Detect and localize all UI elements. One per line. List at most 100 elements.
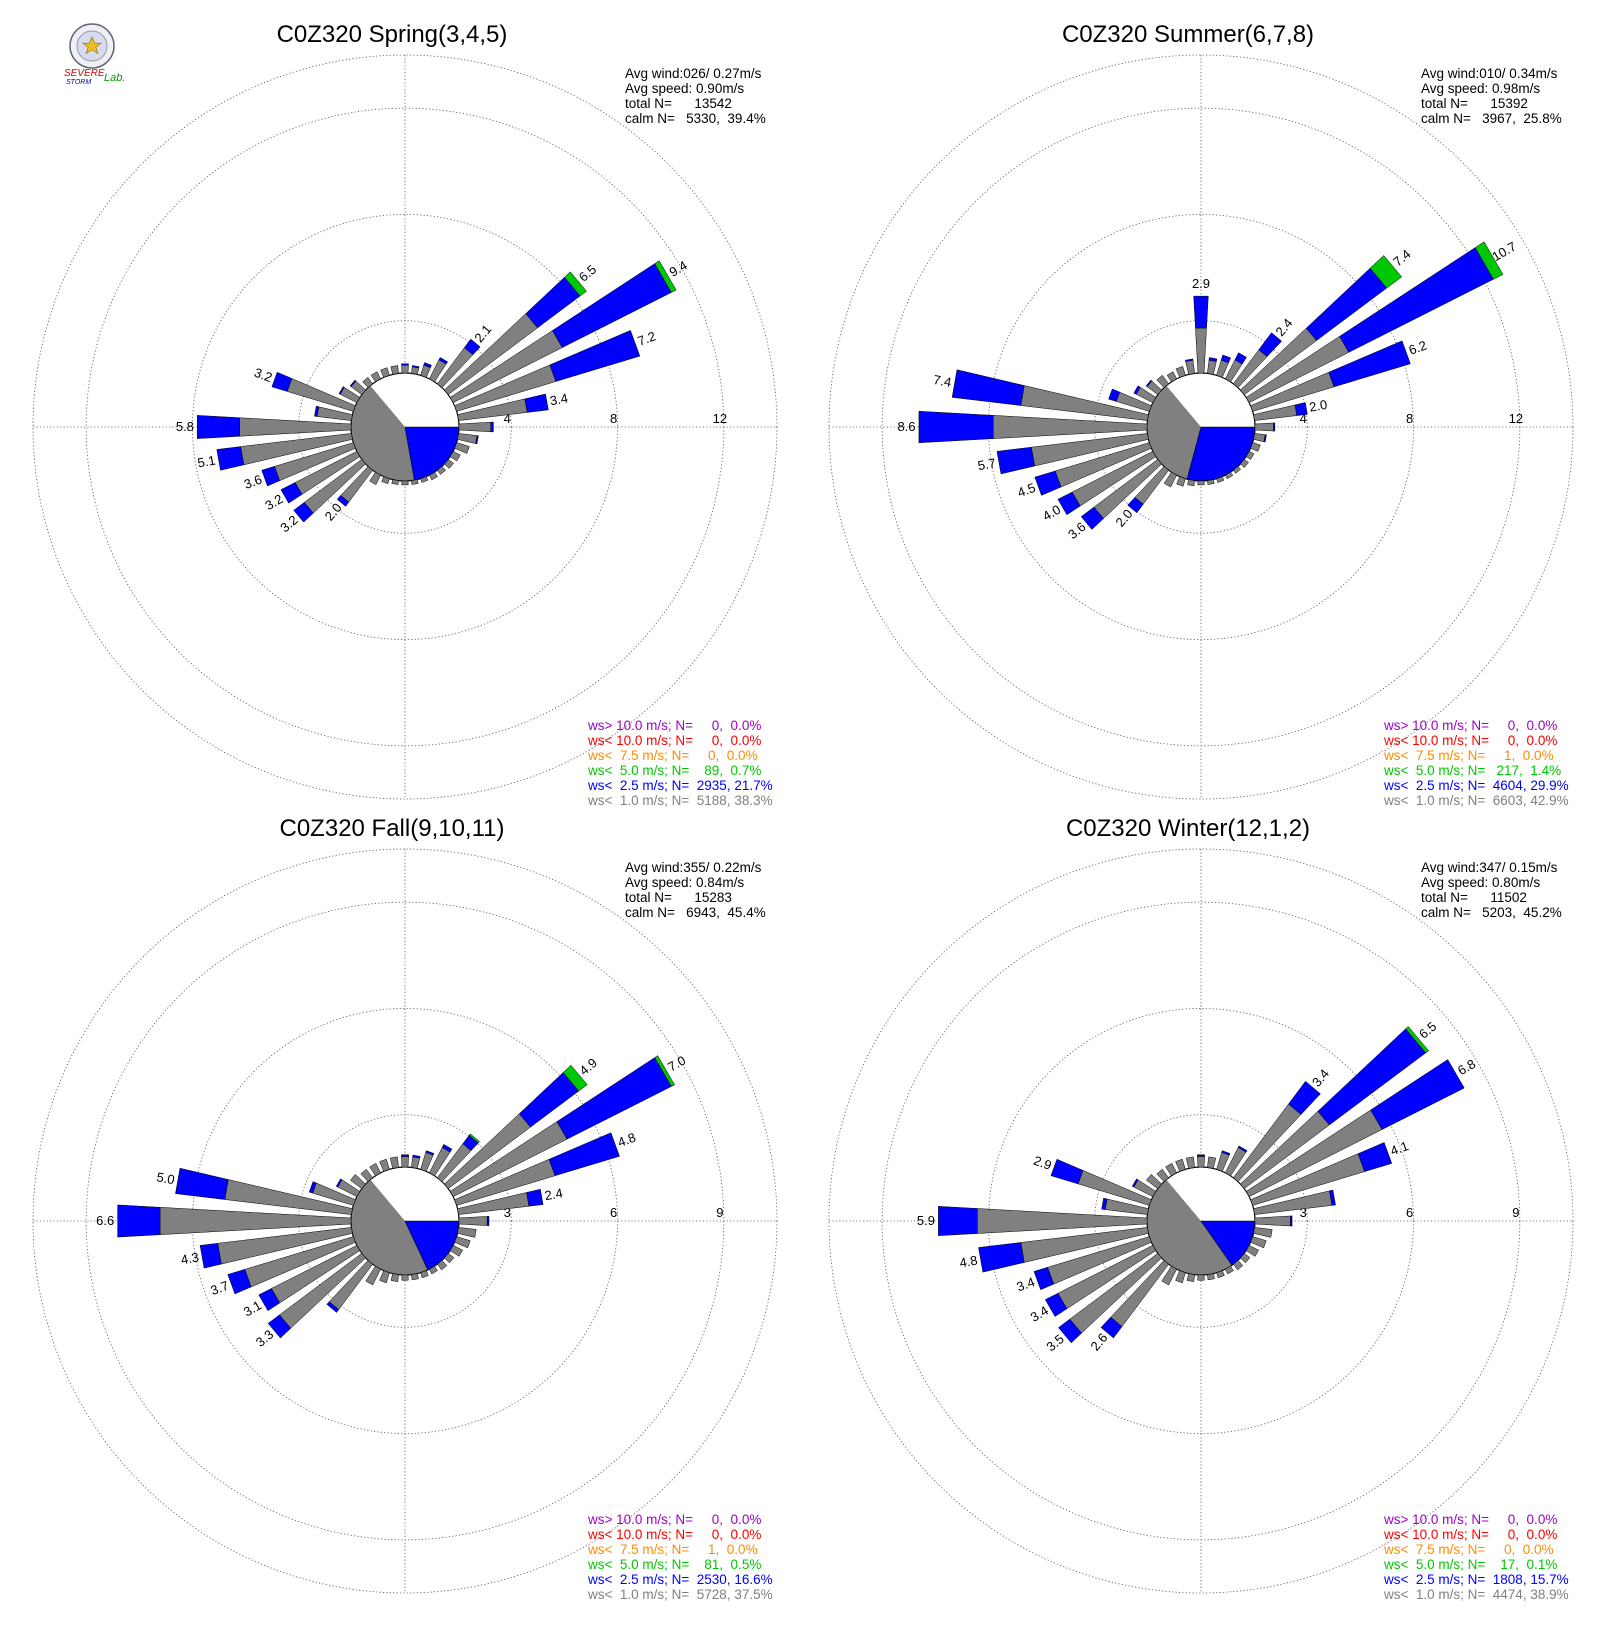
- bar-dir-200: [381, 476, 390, 485]
- bar-dir-270: 5.8: [176, 415, 352, 439]
- bar-label: 7.2: [636, 328, 658, 348]
- legend-lt10: ws< 10.0 m/s; N= 0, 0.0%: [587, 733, 761, 748]
- bar-dir-150: [1225, 471, 1234, 480]
- bar-segment: [117, 1204, 161, 1238]
- bar-segment: [389, 1156, 399, 1169]
- bar-segment: [1253, 433, 1266, 443]
- bar-label: 2.9: [1032, 1153, 1054, 1173]
- bar-segment: [350, 1173, 366, 1189]
- bar-dir-20: [1216, 354, 1231, 378]
- bar-label: 4.5: [1015, 480, 1037, 500]
- bar-dir-290: 3.2: [252, 365, 356, 412]
- bar-dir-10: [1207, 1156, 1217, 1169]
- bar-segment: [564, 271, 587, 297]
- bar-segment: [437, 1260, 448, 1271]
- bar-segment: [390, 1273, 399, 1282]
- bar-segment: [475, 435, 479, 445]
- bar-dir-260: 5.1: [196, 433, 353, 471]
- bar-segment: [548, 1132, 620, 1177]
- bar-dir-270: 5.9: [917, 1206, 1148, 1236]
- bar-label: 2.0: [322, 500, 345, 523]
- bar-label: 3.4: [1015, 1274, 1037, 1294]
- stat-avg-speed: Avg speed: 0.90m/s: [625, 81, 744, 96]
- bar-segment: [1207, 359, 1217, 375]
- bar-segment: [444, 459, 454, 469]
- bar-dir-310: [1145, 379, 1162, 395]
- bar-dir-140: [437, 466, 446, 475]
- bar-dir-120: [1245, 1245, 1260, 1257]
- bar-dir-300: [1131, 1178, 1157, 1197]
- bar-segment: [1197, 480, 1205, 486]
- bar-segment: [335, 1178, 343, 1188]
- bar-segment: [1127, 497, 1144, 514]
- bar-dir-100: [457, 433, 479, 445]
- panel-spring: C0Z320 Spring(3,4,5) Avg wind:026/ 0.27m…: [32, 21, 778, 808]
- bar-dir-130: [1240, 459, 1249, 468]
- bar-dir-320: [360, 1168, 373, 1182]
- bar-dir-80: 2.4: [457, 1185, 564, 1215]
- bar-segment: [486, 1216, 490, 1226]
- bar-segment: [420, 476, 429, 483]
- bar-dir-220: [326, 1260, 373, 1313]
- bar-dir-240: 3.1: [241, 1245, 361, 1319]
- ring-label: 4: [1300, 411, 1307, 426]
- panel-fall: C0Z320 Fall(9,10,11) Avg wind:355/ 0.22m…: [32, 815, 778, 1602]
- bar-segment: [175, 1167, 229, 1200]
- stat-total-n: total N= 11502: [1421, 890, 1527, 905]
- bar-segment: [429, 471, 438, 481]
- bar-segment: [1146, 1173, 1162, 1189]
- bar-dir-180: [1197, 1274, 1205, 1281]
- bar-segment: [562, 1064, 588, 1092]
- panel-title: C0Z320 Summer(6,7,8): [1062, 21, 1314, 48]
- stats-block: Avg wind:010/ 0.34m/s Avg speed: 0.98m/s…: [1421, 66, 1562, 126]
- bar-segment: [524, 393, 549, 413]
- bar-segment: [1175, 366, 1186, 378]
- bar-segment: [411, 479, 419, 485]
- bar-segment: [370, 371, 381, 383]
- ring-label: 12: [1509, 411, 1523, 426]
- bar-dir-250: 4.5: [1015, 442, 1152, 500]
- bar-segment: [1057, 491, 1081, 516]
- bar-dir-330: [370, 371, 381, 383]
- bar-segment: [336, 495, 350, 507]
- legend-lt5: ws< 5.0 m/s; N= 217, 1.4%: [1383, 763, 1561, 778]
- stats-block: Avg wind:026/ 0.27m/s Avg speed: 0.90m/s…: [625, 66, 766, 126]
- bar-segment: [401, 1274, 409, 1281]
- bar-dir-160: [1216, 1270, 1225, 1279]
- stat-avg-speed: Avg speed: 0.98m/s: [1421, 81, 1540, 96]
- bar-label: 6.5: [1416, 1019, 1439, 1042]
- panel-winter: C0Z320 Winter(12,1,2) Avg wind:347/ 0.15…: [828, 815, 1574, 1602]
- bar-dir-110: [454, 442, 470, 454]
- stat-avg-wind: Avg wind:355/ 0.22m/s: [625, 860, 762, 875]
- bar-segment: [1328, 340, 1411, 388]
- bar-segment: [1225, 471, 1234, 480]
- logo-text-lab: Lab.: [104, 72, 125, 84]
- bar-segment: [938, 1206, 978, 1236]
- bar-dir-90: [1254, 1215, 1293, 1227]
- bar-label: 7.4: [1390, 246, 1413, 269]
- bar-segment: [1254, 422, 1274, 432]
- legend-lt25: ws< 2.5 m/s; N= 2935, 21.7%: [587, 778, 773, 793]
- bar-label: 3.4: [1309, 1066, 1332, 1089]
- bar-dir-330: [1165, 1162, 1177, 1177]
- bar-segment: [1240, 1253, 1251, 1264]
- bar-segment: [1207, 479, 1215, 485]
- bar-dir-270: 6.6: [96, 1204, 352, 1238]
- bar-segment: [401, 1154, 409, 1157]
- bar-dir-70: 4.8: [454, 1130, 638, 1206]
- legend: ws> 10.0 m/s; N= 0, 0.0% ws< 10.0 m/s; N…: [587, 1512, 773, 1602]
- bar-dir-220: 2.0: [322, 466, 373, 524]
- bar-segment: [1357, 1142, 1393, 1172]
- bar-label: 6.8: [1455, 1056, 1478, 1078]
- bar-dir-150: [429, 471, 438, 481]
- lab-logo: SEVERE STORM Lab.: [64, 23, 125, 86]
- bar-label: 3.1: [241, 1297, 264, 1319]
- bar-dir-190: [1187, 479, 1195, 487]
- stat-avg-wind: Avg wind:026/ 0.27m/s: [625, 66, 762, 81]
- bar-dir-260: 4.8: [958, 1227, 1149, 1273]
- bar-segment: [1193, 295, 1209, 329]
- legend: ws> 10.0 m/s; N= 0, 0.0% ws< 10.0 m/s; N…: [587, 718, 773, 808]
- legend-lt5: ws< 5.0 m/s; N= 81, 0.5%: [587, 1557, 761, 1572]
- bar-segment: [1185, 358, 1194, 362]
- bar-dir-350: [390, 365, 399, 375]
